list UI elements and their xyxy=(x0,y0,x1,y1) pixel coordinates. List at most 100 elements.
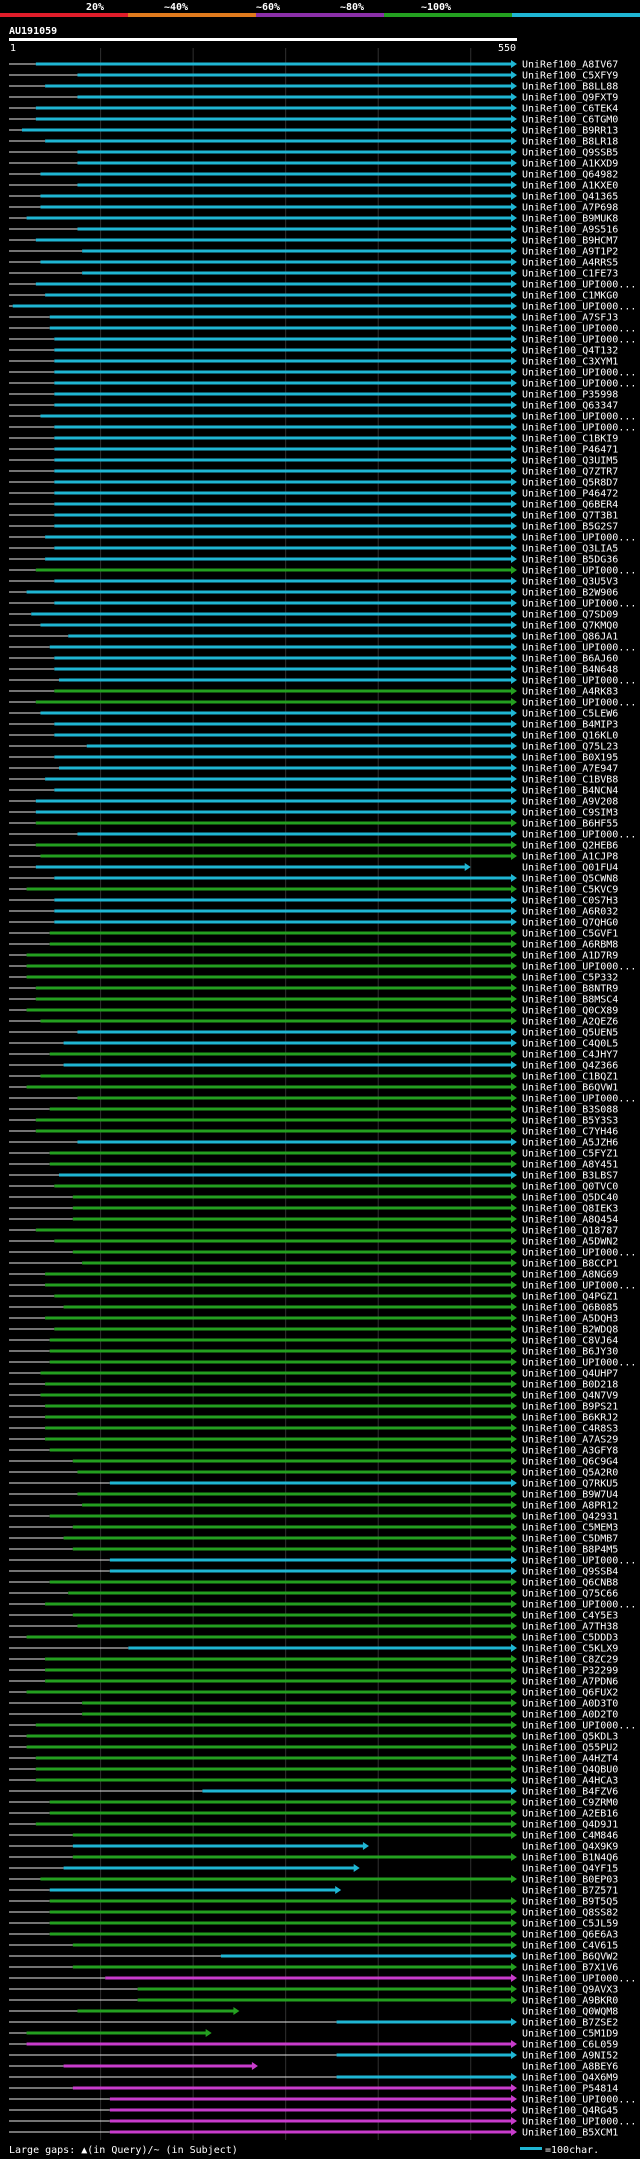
hit-row[interactable]: UniRef100_A9NI52 xyxy=(9,2051,618,2062)
hit-row[interactable]: UniRef100_Q75C66 xyxy=(9,1589,618,1600)
hit-row[interactable]: UniRef100_B0X195 xyxy=(9,753,618,764)
hit-row[interactable]: UniRef100_Q3LIA5 xyxy=(9,544,618,555)
hit-row[interactable]: UniRef100_A9T1P2 xyxy=(9,247,618,258)
hit-row[interactable]: UniRef100_B6HF55 xyxy=(9,819,618,830)
hit-row[interactable]: UniRef100_C8ZC29 xyxy=(9,1655,618,1666)
hit-row[interactable]: UniRef100_Q8SS82 xyxy=(9,1908,618,1919)
hit-row[interactable]: UniRef100_C9SIM3 xyxy=(9,808,618,819)
hit-row[interactable]: UniRef100_Q9SSB5 xyxy=(9,148,618,159)
hit-row[interactable]: UniRef100_B5Y3S3 xyxy=(9,1116,618,1127)
hit-row[interactable]: UniRef100_A5DWN2 xyxy=(9,1237,618,1248)
hit-row[interactable]: UniRef100_C6L059 xyxy=(9,2040,618,2051)
hit-row[interactable]: UniRef100_C5JL59 xyxy=(9,1919,618,1930)
hit-row[interactable]: UniRef100_C5KVC9 xyxy=(9,885,618,896)
hit-row[interactable]: UniRef100_Q75L23 xyxy=(9,742,618,753)
hit-row[interactable]: UniRef100_Q7QHG0 xyxy=(9,918,618,929)
hit-row[interactable]: UniRef100_UPI000... xyxy=(9,2095,636,2106)
hit-row[interactable]: UniRef100_Q4Z366 xyxy=(9,1061,618,1072)
hit-row[interactable]: UniRef100_UPI000... xyxy=(9,1358,636,1369)
hit-row[interactable]: UniRef100_UPI000... xyxy=(9,643,636,654)
hit-row[interactable]: UniRef100_B3LBS7 xyxy=(9,1171,618,1182)
hit-row[interactable]: UniRef100_P46472 xyxy=(9,489,618,500)
hit-row[interactable]: UniRef100_B9T5Q5 xyxy=(9,1897,618,1908)
hit-row[interactable]: UniRef100_Q6B085 xyxy=(9,1303,618,1314)
hit-row[interactable]: UniRef100_Q55PU2 xyxy=(9,1743,618,1754)
hit-row[interactable]: UniRef100_Q5CWN8 xyxy=(9,874,618,885)
hit-row[interactable]: UniRef100_UPI000... xyxy=(9,698,636,709)
hit-row[interactable]: UniRef100_Q6E6A3 xyxy=(9,1930,618,1941)
hit-row[interactable]: UniRef100_A1KXE0 xyxy=(9,181,618,192)
hit-row[interactable]: UniRef100_A9V208 xyxy=(9,797,618,808)
hit-row[interactable]: UniRef100_Q16KL0 xyxy=(9,731,618,742)
hit-row[interactable]: UniRef100_B8CCP1 xyxy=(9,1259,618,1270)
hit-row[interactable]: UniRef100_A1KXD9 xyxy=(9,159,618,170)
hit-row[interactable]: UniRef100_Q5KDL3 xyxy=(9,1732,618,1743)
hit-row[interactable]: UniRef100_Q4T132 xyxy=(9,346,618,357)
hit-row[interactable]: UniRef100_C9ZRM0 xyxy=(9,1798,618,1809)
hit-row[interactable]: UniRef100_C5MEM3 xyxy=(9,1523,618,1534)
hit-row[interactable]: UniRef100_Q41365 xyxy=(9,192,618,203)
hit-row[interactable]: UniRef100_C4Y5E3 xyxy=(9,1611,618,1622)
hit-row[interactable]: UniRef100_Q9FXT9 xyxy=(9,93,618,104)
hit-row[interactable]: UniRef100_UPI000... xyxy=(9,599,636,610)
hit-row[interactable]: UniRef100_B7Z571 xyxy=(9,1886,618,1897)
hit-row[interactable]: UniRef100_Q4N7V9 xyxy=(9,1391,618,1402)
hit-row[interactable]: UniRef100_B4N648 xyxy=(9,665,618,676)
hit-row[interactable]: UniRef100_Q6C9G4 xyxy=(9,1457,618,1468)
hit-row[interactable]: UniRef100_A5DQH3 xyxy=(9,1314,618,1325)
hit-row[interactable]: UniRef100_A5JZH6 xyxy=(9,1138,618,1149)
hit-row[interactable]: UniRef100_C5P332 xyxy=(9,973,618,984)
hit-row[interactable]: UniRef100_C5XFY9 xyxy=(9,71,618,82)
hit-row[interactable]: UniRef100_UPI000... xyxy=(9,2117,636,2128)
hit-row[interactable]: UniRef100_B5G2S7 xyxy=(9,522,618,533)
hit-row[interactable]: UniRef100_B9MUK8 xyxy=(9,214,618,225)
hit-row[interactable]: UniRef100_C5DDD3 xyxy=(9,1633,618,1644)
hit-row[interactable]: UniRef100_B7X1V6 xyxy=(9,1963,618,1974)
hit-row[interactable]: UniRef100_UPI000... xyxy=(9,423,636,434)
hit-row[interactable]: UniRef100_C4Q0L5 xyxy=(9,1039,618,1050)
hit-row[interactable]: UniRef100_UPI000... xyxy=(9,830,636,841)
hit-row[interactable]: UniRef100_Q86JA1 xyxy=(9,632,618,643)
hit-row[interactable]: UniRef100_B8NTR9 xyxy=(9,984,618,995)
hit-row[interactable]: UniRef100_Q42931 xyxy=(9,1512,618,1523)
hit-row[interactable]: UniRef100_P32299 xyxy=(9,1666,618,1677)
hit-row[interactable]: UniRef100_B7ZSE2 xyxy=(9,2018,618,2029)
hit-row[interactable]: UniRef100_B1N4Q6 xyxy=(9,1853,618,1864)
hit-row[interactable]: UniRef100_B9W7U4 xyxy=(9,1490,618,1501)
hit-row[interactable]: UniRef100_UPI000... xyxy=(9,533,636,544)
hit-row[interactable]: UniRef100_B8LR18 xyxy=(9,137,618,148)
hit-row[interactable]: UniRef100_Q9SSB4 xyxy=(9,1567,618,1578)
hit-row[interactable]: UniRef100_C1BKI9 xyxy=(9,434,618,445)
hit-row[interactable]: UniRef100_UPI000... xyxy=(9,676,636,687)
hit-row[interactable]: UniRef100_C1BQZ1 xyxy=(9,1072,618,1083)
hit-row[interactable]: UniRef100_P46471 xyxy=(9,445,618,456)
hit-row[interactable]: UniRef100_A8Y451 xyxy=(9,1160,618,1171)
hit-row[interactable]: UniRef100_C7YH46 xyxy=(9,1127,618,1138)
hit-row[interactable]: UniRef100_UPI000... xyxy=(9,379,636,390)
hit-row[interactable]: UniRef100_A6RBM8 xyxy=(9,940,618,951)
hit-row[interactable]: UniRef100_A7E947 xyxy=(9,764,618,775)
hit-row[interactable]: UniRef100_A6R032 xyxy=(9,907,618,918)
hit-row[interactable]: UniRef100_A7PDN6 xyxy=(9,1677,618,1688)
hit-row[interactable]: UniRef100_UPI000... xyxy=(9,962,636,973)
hit-row[interactable]: UniRef100_P54814 xyxy=(9,2084,618,2095)
hit-row[interactable]: UniRef100_B2W906 xyxy=(9,588,618,599)
hit-row[interactable]: UniRef100_Q4D9J1 xyxy=(9,1820,618,1831)
hit-row[interactable]: UniRef100_B8P4M5 xyxy=(9,1545,618,1556)
hit-row[interactable]: UniRef100_A8Q454 xyxy=(9,1215,618,1226)
hit-row[interactable]: UniRef100_A1D7R9 xyxy=(9,951,618,962)
hit-row[interactable]: UniRef100_A9S516 xyxy=(9,225,618,236)
hit-row[interactable]: UniRef100_A7AS29 xyxy=(9,1435,618,1446)
hit-row[interactable]: UniRef100_Q3UIM5 xyxy=(9,456,618,467)
hit-row[interactable]: UniRef100_C4R8S3 xyxy=(9,1424,618,1435)
hit-row[interactable]: UniRef100_UPI000... xyxy=(9,566,636,577)
hit-row[interactable]: UniRef100_UPI000... xyxy=(9,280,636,291)
hit-row[interactable]: UniRef100_Q63347 xyxy=(9,401,618,412)
hit-row[interactable]: UniRef100_Q4YF15 xyxy=(9,1864,618,1875)
hit-row[interactable]: UniRef100_UPI000... xyxy=(9,1600,636,1611)
hit-row[interactable]: UniRef100_A2EB16 xyxy=(9,1809,618,1820)
hit-row[interactable]: UniRef100_Q3U5V3 xyxy=(9,577,618,588)
hit-row[interactable]: UniRef100_C6TGM0 xyxy=(9,115,618,126)
hit-row[interactable]: UniRef100_B6JY30 xyxy=(9,1347,618,1358)
hit-row[interactable]: UniRef100_Q0CX89 xyxy=(9,1006,618,1017)
